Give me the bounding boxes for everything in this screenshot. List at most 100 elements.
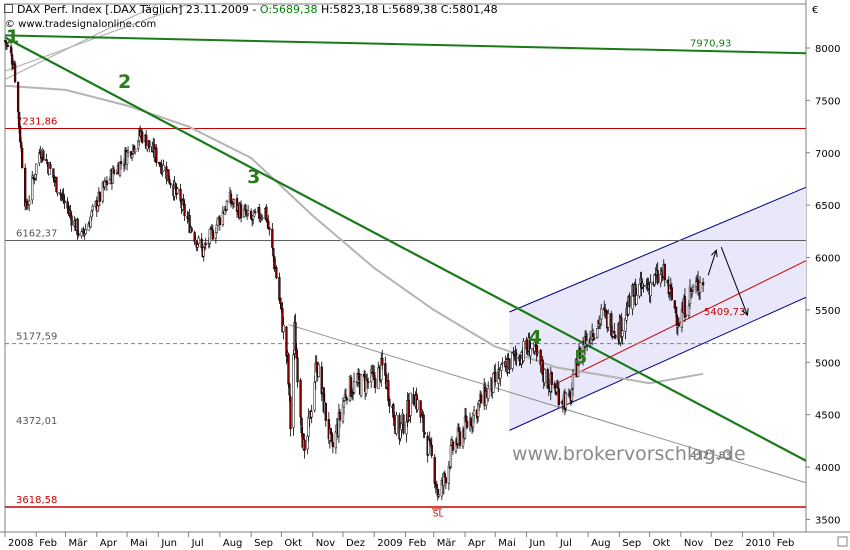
candle-body [278, 276, 281, 301]
x-tick-label: Okt [284, 538, 302, 549]
y-tick-label: 4500 [815, 411, 840, 422]
candle-body [82, 228, 85, 234]
x-tick-label: Mai [130, 538, 148, 549]
window-toggle-icon[interactable] [4, 4, 13, 13]
x-tick-label: Jun [529, 538, 546, 549]
trend-label: 7970,93 [690, 39, 731, 50]
trend-line [4, 36, 807, 462]
candle-body [303, 439, 306, 451]
x-tick-label: 2010 [745, 538, 770, 549]
candle-body [20, 148, 24, 169]
candle-body [111, 168, 115, 184]
candle-body [374, 378, 377, 388]
candle-body [349, 377, 353, 397]
candle-body [310, 411, 313, 418]
candle-body [197, 237, 200, 244]
wave-label: 3 [247, 166, 260, 188]
x-tick-label: Jul [191, 538, 204, 549]
x-tick-label: 2008 [8, 538, 33, 549]
candle-body [367, 381, 370, 384]
candle-body [430, 444, 433, 456]
candle-body [296, 357, 299, 383]
x-tick-label: Dez [714, 538, 733, 549]
candle-body [620, 317, 623, 338]
candle-body [338, 411, 342, 421]
candle-body [515, 356, 518, 359]
candle-body [45, 159, 48, 161]
channel-upper-line [509, 186, 807, 313]
candle-body [18, 126, 22, 142]
candle-body [416, 399, 419, 410]
candle-body [663, 264, 666, 281]
candle-body [522, 340, 525, 362]
watermark: www.brokervorschlag.de [512, 443, 746, 465]
candle-body [342, 401, 346, 408]
candle-body [115, 172, 119, 175]
wave-label: 1 [6, 26, 19, 48]
forecast-arrow [720, 246, 748, 316]
candle-body [423, 432, 426, 435]
candle-body [409, 392, 412, 416]
candle-body [112, 169, 116, 174]
candle-body [148, 140, 151, 148]
candle-body [422, 414, 425, 433]
candle-body [684, 315, 688, 317]
candle-body [501, 362, 504, 364]
x-tick-label: Mai [498, 538, 516, 549]
candles [3, 39, 705, 501]
y-tick-label: 7000 [815, 149, 840, 160]
candle-body [261, 217, 264, 219]
candle-body [169, 182, 172, 186]
x-tick-label: Nov [316, 538, 336, 549]
wave-label: 2 [118, 71, 131, 93]
candle-body [267, 220, 270, 229]
candle-body [179, 188, 182, 201]
candle-body [691, 286, 695, 291]
ohlc-open: O:5689,38 [259, 3, 318, 16]
candle-body [614, 334, 617, 339]
candle-body [592, 337, 596, 340]
x-tick-label: Aug [223, 538, 243, 549]
candle-body [344, 395, 348, 399]
candle-body [458, 431, 462, 446]
candle-body [202, 247, 205, 257]
candle-body [393, 415, 396, 426]
candle-body [190, 227, 193, 232]
level-label: 6162,37 [16, 229, 57, 240]
candle-body [331, 442, 335, 448]
candle-body [381, 357, 384, 366]
candle-body [279, 297, 282, 305]
candle-body [550, 372, 553, 385]
candle-body [687, 305, 691, 316]
candle-body [268, 227, 271, 230]
x-tick-label: Nov [684, 538, 704, 549]
x-tick-label: Feb [409, 538, 427, 549]
candle-body [282, 324, 285, 332]
channel-label: 5409,73 [704, 307, 745, 318]
x-tick-label: Mär [437, 538, 457, 549]
resize-grip-icon [837, 536, 848, 547]
candle-body [578, 347, 582, 359]
source-credit: © www.tradesignalonline.com [5, 19, 157, 30]
candle-body [214, 232, 217, 239]
chart-header: DAX Perf. Index [.DAX Täglich] 23.11.200… [5, 3, 498, 16]
candle-body [508, 358, 511, 371]
x-tick-label: Sep [254, 538, 273, 549]
candle-body [638, 283, 641, 297]
candle-body [357, 372, 361, 381]
candle-body [119, 161, 123, 165]
candle-body [656, 270, 659, 284]
candle-body [345, 398, 349, 401]
moving-average-line [4, 84, 704, 385]
y-tick-label: 7500 [815, 96, 840, 107]
candle-body [162, 164, 165, 172]
candle-body [77, 233, 80, 236]
candle-body [313, 382, 316, 411]
candle-body [571, 374, 575, 389]
candle-body [324, 403, 327, 421]
candle-body [204, 243, 207, 246]
candle-body [405, 421, 408, 435]
y-tick-label: 3500 [815, 515, 840, 526]
candle-body [359, 374, 363, 397]
